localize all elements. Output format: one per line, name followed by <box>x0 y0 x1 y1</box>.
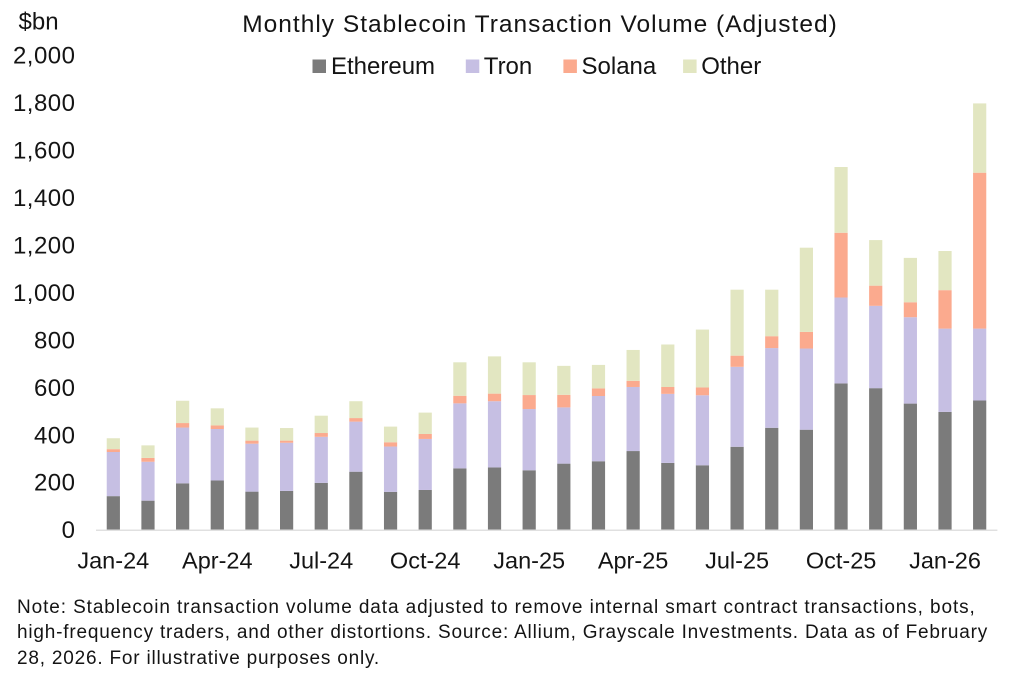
svg-text:Oct-25: Oct-25 <box>806 548 877 574</box>
svg-text:Jan-24: Jan-24 <box>77 548 149 574</box>
svg-text:2,000: 2,000 <box>13 43 76 70</box>
svg-text:Jul-24: Jul-24 <box>289 548 353 574</box>
svg-text:Other: Other <box>701 53 761 80</box>
svg-text:Ethereum: Ethereum <box>331 53 435 80</box>
svg-text:Jan-26: Jan-26 <box>909 548 981 574</box>
svg-text:800: 800 <box>34 327 76 354</box>
svg-text:Apr-25: Apr-25 <box>598 548 669 574</box>
svg-text:1,800: 1,800 <box>13 90 76 117</box>
svg-text:1,200: 1,200 <box>13 232 76 259</box>
svg-text:600: 600 <box>34 375 76 402</box>
svg-text:1,000: 1,000 <box>13 280 76 307</box>
svg-text:Apr-24: Apr-24 <box>182 548 253 574</box>
svg-text:Monthly Stablecoin Transaction: Monthly Stablecoin Transaction Volume (A… <box>242 11 837 38</box>
svg-text:$bn: $bn <box>19 9 59 36</box>
svg-text:400: 400 <box>34 422 76 449</box>
svg-text:Jan-25: Jan-25 <box>493 548 565 574</box>
svg-text:Tron: Tron <box>484 53 532 80</box>
svg-text:200: 200 <box>34 470 76 497</box>
svg-text:Jul-25: Jul-25 <box>705 548 769 574</box>
svg-text:0: 0 <box>62 517 76 544</box>
svg-text:1,600: 1,600 <box>13 138 76 165</box>
svg-text:Oct-24: Oct-24 <box>390 548 461 574</box>
svg-text:1,400: 1,400 <box>13 185 76 212</box>
svg-text:Solana: Solana <box>582 53 657 80</box>
